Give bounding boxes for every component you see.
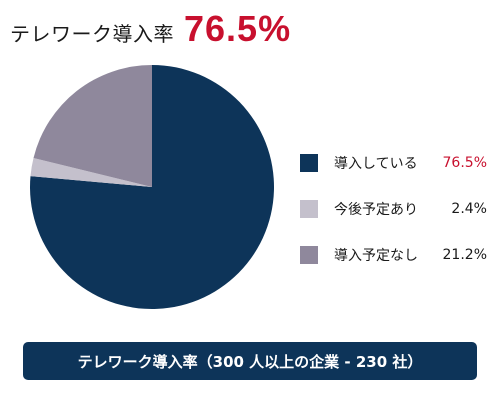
legend-value: 21.2% <box>442 247 487 263</box>
caption-text: テレワーク導入率（300 人以上の企業 - 230 社） <box>77 352 423 371</box>
legend-swatch <box>300 154 318 172</box>
pie-slice <box>30 157 153 187</box>
header-title: テレワーク導入率 <box>10 22 174 46</box>
legend: 導入している 76.5% 今後予定あり 2.4% 導入予定なし 21.2% <box>300 140 495 278</box>
caption-banner: テレワーク導入率（300 人以上の企業 - 230 社） <box>23 342 477 380</box>
legend-swatch <box>300 200 318 218</box>
chart-header: テレワーク導入率 76.5% <box>10 8 291 50</box>
legend-label: 導入予定なし <box>334 248 418 264</box>
legend-label: 導入している <box>334 156 418 172</box>
pie-slice <box>30 65 275 309</box>
pie-slice <box>33 64 152 187</box>
legend-value: 76.5% <box>442 155 487 171</box>
legend-value: 2.4% <box>451 201 487 217</box>
legend-swatch <box>300 246 318 264</box>
legend-label: 今後予定あり <box>334 202 418 218</box>
legend-item: 導入している 76.5% <box>300 140 495 186</box>
legend-item: 導入予定なし 21.2% <box>300 232 495 278</box>
header-rate-value: 76.5% <box>184 8 292 49</box>
legend-item: 今後予定あり 2.4% <box>300 186 495 232</box>
